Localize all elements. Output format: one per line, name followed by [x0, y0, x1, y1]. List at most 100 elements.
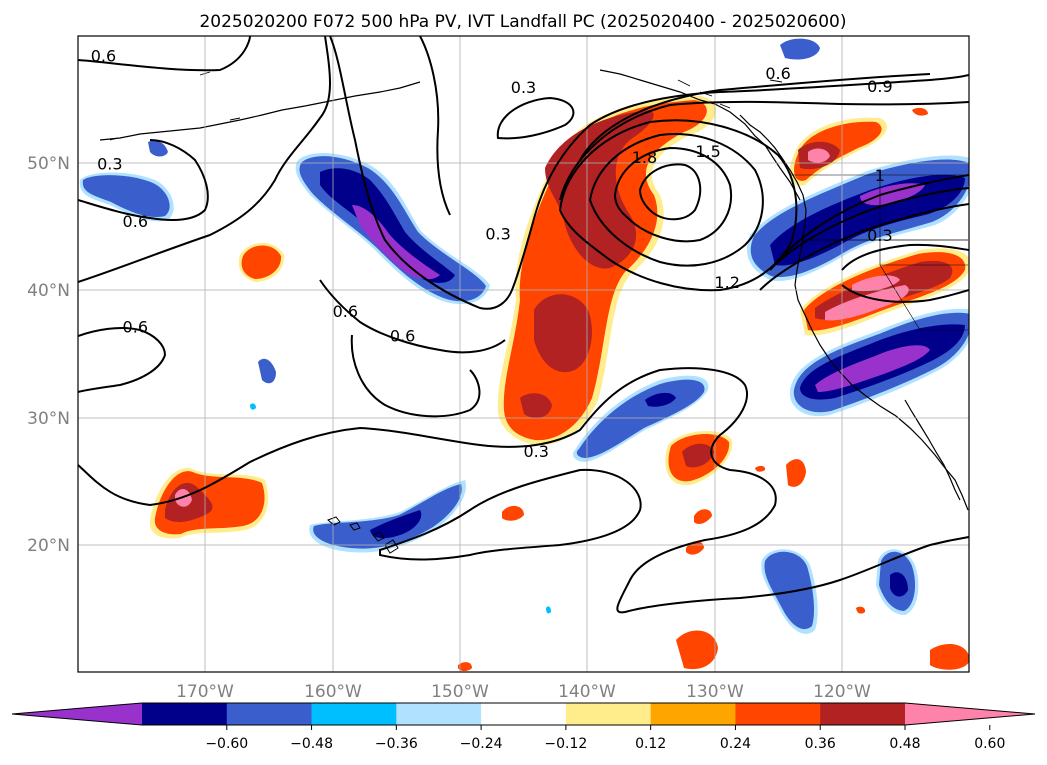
contour-label: 0.6 [765, 64, 790, 83]
contour-label: 0.3 [524, 442, 549, 461]
contour-label: 0.6 [333, 302, 358, 321]
neg-southern-ca-b3 [815, 345, 930, 392]
contour-0.6-west-loop [78, 139, 209, 221]
neg-small-3 [148, 140, 168, 157]
contour-label: 0.3 [485, 225, 510, 244]
colorbar-segment [565, 703, 652, 725]
contour-0.3-east [841, 243, 969, 271]
contour-label: 1 [875, 166, 885, 185]
contour-1.8 [613, 146, 733, 243]
contour-0.6-north [78, 36, 251, 72]
contour-labels: 0.6 0.3 0.6 0.9 0.3 0.6 1.8 1.5 1 0.3 0.3 1.2 0.6 0.6… [91, 46, 893, 461]
contour-0.3-main [329, 36, 969, 310]
colorbar-tick-label: 0.60 [974, 736, 1005, 752]
contour-0.6-ne [579, 73, 931, 161]
pos-small-9 [458, 662, 472, 671]
lat-label-20: 20°N [27, 536, 70, 556]
contour-label: 0.3 [97, 155, 122, 174]
contour-label: 0.9 [867, 77, 892, 96]
colorbar-segment [820, 703, 906, 725]
lon-label-140: 140°W [558, 682, 616, 702]
contour-0.9 [559, 100, 969, 201]
pos-small-10 [856, 606, 866, 614]
contour-0.3-hawaii [379, 468, 642, 561]
pos-small-11 [912, 107, 928, 116]
contour-0.6-far-west [78, 327, 167, 393]
filled-pv-field [79, 38, 969, 671]
neg-central-band-b2 [645, 392, 676, 407]
pos-small-7 [930, 644, 969, 670]
contour-1-east [769, 187, 969, 271]
neg-center-north-b2 [320, 168, 455, 283]
lon-label-170: 170°W [176, 682, 234, 702]
contour-1.2 [558, 119, 798, 292]
gridlines [78, 36, 969, 672]
contour-0.3-north [496, 96, 575, 140]
contour-0.6-west [78, 36, 331, 283]
pos-small-8 [755, 465, 766, 472]
colorbar-tick-label: −0.12 [544, 736, 587, 752]
coast-baja [904, 399, 961, 501]
pos-california-peak [825, 285, 909, 321]
lon-label-120: 120°W [813, 682, 871, 702]
lat-tick-labels: 50°N 40°N 30°N 20°N [27, 154, 70, 556]
colorbar-segment [396, 703, 482, 725]
pos-small-6 [676, 630, 718, 670]
colorbar-tick-label: 0.12 [635, 736, 666, 752]
lon-label-160: 160°W [304, 682, 362, 702]
pos-small-1-core [241, 245, 282, 279]
neg-center-north-b3 [352, 205, 440, 280]
neg-small-2 [258, 358, 276, 384]
lat-label-50: 50°N [27, 154, 70, 174]
lat-label-30: 30°N [27, 409, 70, 429]
neg-hawaii-b2 [370, 510, 422, 539]
map-panel: 0.6 0.3 0.6 0.9 0.3 0.6 1.8 1.5 1 0.3 0.3 1.2 0.6 0.6… [77, 35, 970, 673]
colorbar-segment [650, 703, 736, 725]
colorbar-segment [142, 703, 228, 725]
colorbar-tick-label: −0.36 [375, 736, 418, 752]
contour-1.5 [588, 133, 764, 267]
contour-label: 1.8 [632, 148, 657, 167]
pos-ne-pacific-peak [808, 148, 830, 163]
contour-1.2-east [779, 174, 969, 261]
contour-label: 0.6 [390, 326, 415, 345]
neg-southeast-b2 [890, 572, 908, 597]
pos-band-main-inner3 [520, 393, 552, 419]
contour-label: 0.6 [123, 212, 148, 231]
pos-small-3 [502, 505, 524, 521]
contour-label: 0.6 [91, 46, 116, 65]
lon-label-130: 130°W [686, 682, 744, 702]
contour-0.3-east2 [841, 284, 969, 303]
neg-far-west-b1 [82, 175, 170, 218]
coast-hawaii [327, 516, 399, 554]
neg-south-b1 [764, 551, 815, 630]
lon-label-150: 150°W [431, 682, 489, 702]
pos-subtropics-central-inner [682, 443, 714, 468]
colorbar: −0.60 −0.48 −0.36 −0.24 −0.12 0.12 0.24 0.36 0.4… [11, 702, 1036, 752]
contour-label: 0.3 [511, 78, 536, 97]
lon-tick-labels: 170°W 160°W 150°W 140°W 130°W 120°W [176, 682, 871, 702]
neg-small-5 [546, 606, 551, 614]
colorbar-tick-label: 0.36 [805, 736, 836, 752]
pos-small-4 [694, 509, 712, 524]
coast-alaska-south [599, 69, 801, 201]
neg-small-4 [250, 403, 256, 410]
colorbar-tick-label: 0.24 [720, 736, 751, 752]
colorbar-extend-min [12, 703, 142, 725]
neg-hawaii-b1 [313, 484, 462, 549]
coast-bc [739, 114, 807, 241]
contour-inner [638, 163, 702, 221]
pv-contours [78, 36, 969, 614]
contour-label: 0.3 [867, 226, 892, 245]
contour-label: 0.6 [123, 317, 148, 336]
contour-0.6-mid [319, 279, 506, 354]
contour-0.3-loop [419, 36, 451, 216]
pos-small-2 [786, 459, 806, 487]
pos-california-peak2 [852, 275, 900, 292]
lat-label-40: 40°N [27, 281, 70, 301]
contour-label: 1.5 [695, 142, 720, 161]
colorbar-segment [226, 703, 313, 725]
colorbar-extend-max [905, 703, 1035, 725]
colorbar-segment [311, 703, 397, 725]
